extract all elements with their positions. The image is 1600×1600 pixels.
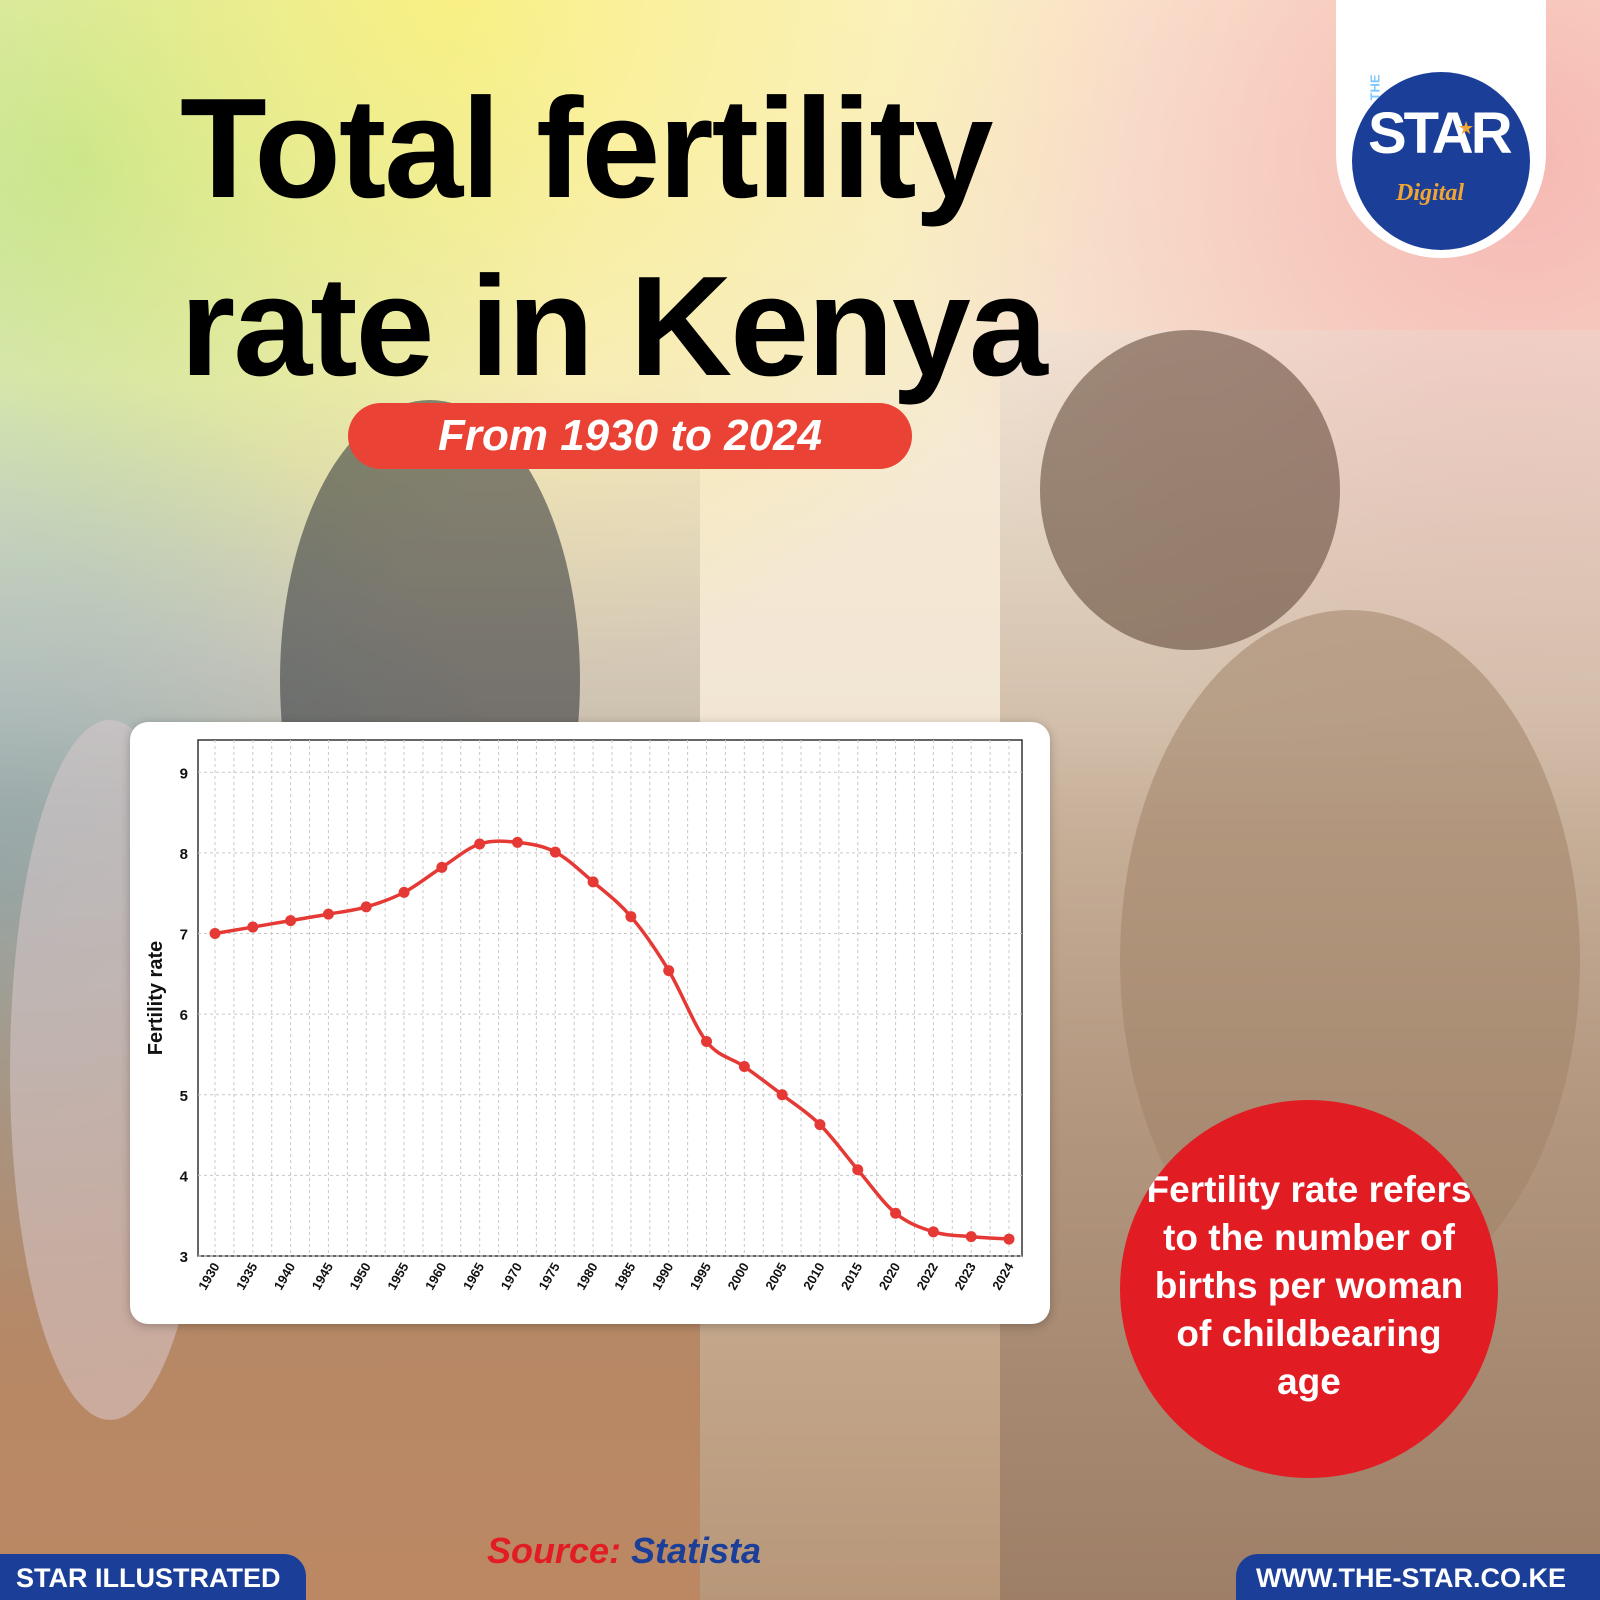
x-tick-label: 1980 (573, 1260, 600, 1293)
y-tick-label: 4 (180, 1168, 189, 1185)
y-tick-label: 9 (180, 765, 188, 782)
data-point (398, 886, 410, 898)
data-point (738, 1061, 750, 1073)
chart-card: 3 4 5 6 7 8 9 Fertility rate 1930 1935 1940 1945 195… (130, 722, 1050, 1324)
data-point (511, 836, 523, 848)
y-tick-label: 5 (180, 1088, 188, 1105)
series-line (214, 839, 1010, 1241)
data-point (852, 1164, 864, 1176)
page-title: Total fertility rate in Kenya (180, 69, 1048, 406)
y-tick-label: 6 (180, 1007, 188, 1024)
x-tick-label: 1955 (384, 1260, 411, 1293)
footer-star-illustrated: STAR ILLUSTRATED (0, 1554, 306, 1600)
data-point (322, 908, 334, 920)
data-point (247, 921, 259, 933)
star-logo-icon (1352, 72, 1530, 250)
footer-right-text: WWW.THE-STAR.CO.KE (1256, 1563, 1566, 1593)
data-point (587, 876, 599, 888)
footer-website[interactable]: WWW.THE-STAR.CO.KE (1236, 1554, 1600, 1600)
data-point (890, 1207, 902, 1219)
x-tick-label: 1935 (233, 1260, 260, 1293)
source-value: Statista (631, 1530, 762, 1571)
subtitle: From 1930 to 2024 (438, 411, 822, 460)
info-text: Fertility rate refers to the number of b… (1146, 1169, 1472, 1402)
star-icon: ★ (1458, 118, 1475, 138)
info-wave-shape (1120, 1100, 1498, 1139)
data-point (965, 1231, 977, 1243)
x-tick-label: 1990 (649, 1260, 676, 1293)
x-tick-label: 1950 (346, 1260, 373, 1293)
plot-frame (197, 739, 1023, 1257)
data-point (701, 1036, 713, 1048)
x-tick-label: 1970 (498, 1260, 525, 1293)
x-tick-label: 2022 (914, 1260, 941, 1293)
data-point (1003, 1233, 1015, 1245)
x-tick-label: 1965 (460, 1260, 487, 1293)
x-tick-label: 1985 (611, 1260, 638, 1293)
y-tick-label: 8 (180, 846, 188, 863)
star-logo-card: THE STAR ★ Digital (1336, 0, 1546, 258)
fertility-line-chart: 3 4 5 6 7 8 9 Fertility rate 1930 1935 1940 1945 195… (145, 739, 1023, 1293)
photo-figure-shape (1040, 330, 1340, 650)
data-point (549, 846, 561, 858)
data-point (776, 1089, 788, 1101)
y-axis-label: Fertility rate (145, 941, 167, 1055)
x-tick-label: 1930 (195, 1260, 222, 1293)
data-point (209, 928, 221, 939)
x-tick-label: 2024 (989, 1259, 1017, 1292)
info-bubble: Fertility rate refers to the number of b… (1120, 1100, 1498, 1478)
x-tick-label: 2010 (800, 1260, 827, 1293)
y-tick-label: 7 (180, 927, 188, 944)
data-point (285, 915, 297, 927)
subtitle-pill: From 1930 to 2024 (348, 403, 912, 469)
data-point (474, 838, 486, 850)
x-tick-label: 1975 (535, 1260, 562, 1293)
source-line: Source: Statista (0, 1530, 1248, 1572)
x-tick-label: 2023 (951, 1260, 978, 1293)
x-tick-label: 1995 (687, 1260, 714, 1293)
logo-the-text: THE (1367, 74, 1383, 101)
source-label: Source: (486, 1530, 621, 1571)
y-tick-label: 3 (180, 1249, 188, 1266)
logo-star-text: STAR (1368, 101, 1513, 166)
x-tick-label: 2000 (724, 1260, 751, 1293)
x-tick-label: 1940 (271, 1260, 298, 1293)
x-tick-label: 2015 (838, 1260, 865, 1293)
data-point (663, 965, 675, 977)
x-tick-label: 1945 (309, 1260, 336, 1293)
x-tick-label: 1960 (422, 1260, 449, 1293)
data-point (625, 911, 637, 923)
data-point (360, 901, 372, 913)
data-point (814, 1119, 826, 1131)
x-tick-label: 2005 (762, 1260, 789, 1293)
data-point (436, 861, 448, 873)
footer-left-text: STAR ILLUSTRATED (16, 1563, 281, 1593)
logo-digital-text: Digital (1396, 180, 1465, 206)
x-tick-label: 2020 (876, 1260, 903, 1293)
data-point (927, 1226, 939, 1238)
